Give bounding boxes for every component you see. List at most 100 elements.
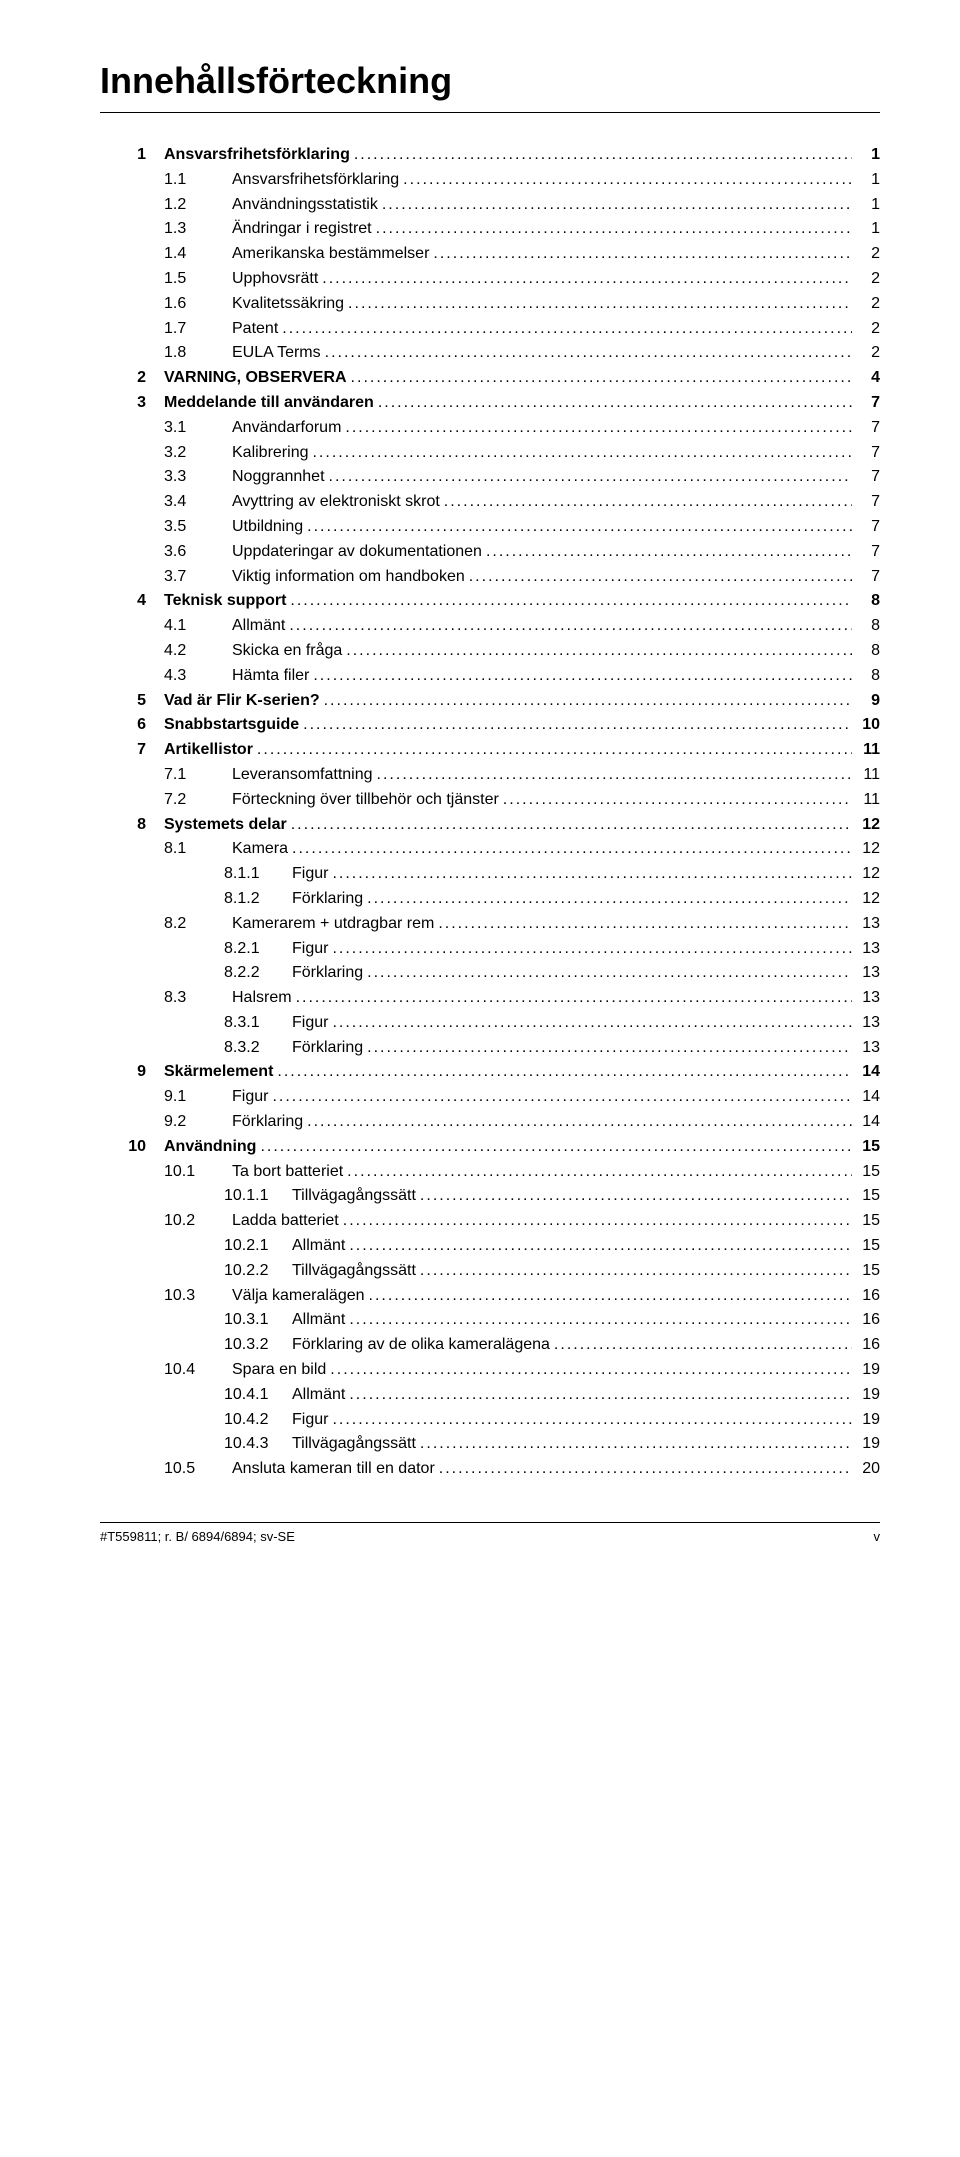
toc-label: Förklaring [232,1110,303,1135]
toc-row: 8.1.2Förklaring12 [100,887,880,912]
toc-label: Användarforum [232,416,341,441]
toc-leader-dots [330,1358,852,1383]
toc-label: Allmänt [292,1308,345,1333]
toc-row: 8Systemets delar12 [100,813,880,838]
toc-row: 10.4Spara en bild19 [100,1358,880,1383]
toc-page-number: 7 [856,391,880,416]
toc-leader-dots [324,689,852,714]
toc-leader-dots [332,1011,852,1036]
toc-leader-dots [346,639,852,664]
toc-leader-dots [332,937,852,962]
toc-leader-dots [329,465,852,490]
toc-row: 10.3.1Allmänt16 [100,1308,880,1333]
toc-chapter-number: 10 [100,1135,164,1160]
toc-label: Uppdateringar av dokumentationen [232,540,482,565]
toc-page-number: 7 [856,490,880,515]
toc-row: 8.2.1Figur13 [100,937,880,962]
toc-page-number: 10 [856,713,880,738]
toc-leader-dots [332,862,852,887]
toc-label: Upphovsrätt [232,267,318,292]
toc-section-number: 3.2 [164,441,232,466]
toc-page-number: 14 [856,1060,880,1085]
toc-page-number: 14 [856,1085,880,1110]
toc-leader-dots [554,1333,852,1358]
toc-page-number: 12 [856,837,880,862]
toc-leader-dots [403,168,852,193]
toc-page-number: 19 [856,1358,880,1383]
toc-page-number: 16 [856,1308,880,1333]
toc-label: Ansvarsfrihetsförklaring [232,168,399,193]
toc-section-number: 4.2 [164,639,232,664]
toc-page-number: 2 [856,341,880,366]
toc-page-number: 1 [856,217,880,242]
toc-row: 4.2Skicka en fråga8 [100,639,880,664]
toc-leader-dots [322,267,852,292]
toc-row: 9.1Figur14 [100,1085,880,1110]
toc-label: Patent [232,317,278,342]
toc-page-number: 9 [856,689,880,714]
toc-row: 10Användning15 [100,1135,880,1160]
toc-row: 1.2Användningsstatistik1 [100,193,880,218]
footer-right: v [874,1529,881,1544]
toc-row: 1.1Ansvarsfrihetsförklaring1 [100,168,880,193]
toc-row: 10.3Välja kameralägen16 [100,1284,880,1309]
toc-subsection-number: 8.2.2 [224,961,292,986]
toc-row: 1.5Upphovsrätt2 [100,267,880,292]
toc-section-number: 9.1 [164,1085,232,1110]
toc-page-number: 7 [856,565,880,590]
toc-label: Avyttring av elektroniskt skrot [232,490,440,515]
toc-page-number: 12 [856,813,880,838]
toc-subsection-number: 10.4.1 [224,1383,292,1408]
toc-label: Förklaring av de olika kameralägena [292,1333,550,1358]
toc-page-number: 12 [856,862,880,887]
toc-row: 10.3.2Förklaring av de olika kameralägen… [100,1333,880,1358]
toc-row: 8.3.2Förklaring13 [100,1036,880,1061]
toc-row: 3.5Utbildning7 [100,515,880,540]
toc-row: 7.2Förteckning över tillbehör och tjänst… [100,788,880,813]
toc-section-number: 3.6 [164,540,232,565]
toc-row: 8.1.1Figur12 [100,862,880,887]
toc-label: Tillvägagångssätt [292,1259,416,1284]
toc-chapter-number: 4 [100,589,164,614]
toc-label: Vad är Flir K-serien? [164,689,320,714]
toc-subsection-number: 10.4.3 [224,1432,292,1457]
toc-section-number: 10.1 [164,1160,232,1185]
toc-page-number: 8 [856,639,880,664]
toc-page-number: 13 [856,912,880,937]
toc-row: 1.6Kvalitetssäkring2 [100,292,880,317]
toc-page-number: 13 [856,1011,880,1036]
toc-label: EULA Terms [232,341,321,366]
toc-subsection-number: 10.2.1 [224,1234,292,1259]
toc-leader-dots [382,193,852,218]
toc-leader-dots [438,912,852,937]
toc-subsection-number: 8.1.2 [224,887,292,912]
toc-page-number: 19 [856,1408,880,1433]
toc-label: Ändringar i registret [232,217,372,242]
toc-section-number: 8.1 [164,837,232,862]
toc-leader-dots [272,1085,852,1110]
toc-page-number: 15 [856,1184,880,1209]
toc-label: Meddelande till användaren [164,391,374,416]
toc-leader-dots [349,1383,852,1408]
toc-row: 10.1.1Tillvägagångssätt15 [100,1184,880,1209]
toc-page-number: 2 [856,292,880,317]
toc-label: Snabbstartsguide [164,713,299,738]
toc-section-number: 1.3 [164,217,232,242]
page-footer: #T559811; r. B/ 6894/6894; sv-SE v [100,1522,880,1544]
toc-leader-dots [282,317,852,342]
toc-section-number: 10.5 [164,1457,232,1482]
toc-leader-dots [486,540,852,565]
toc-page-number: 8 [856,614,880,639]
toc-chapter-number: 2 [100,366,164,391]
toc-section-number: 1.4 [164,242,232,267]
toc-label: Kalibrering [232,441,308,466]
toc-label: Kvalitetssäkring [232,292,344,317]
toc-leader-dots [332,1408,852,1433]
toc-page-number: 7 [856,416,880,441]
toc-subsection-number: 10.2.2 [224,1259,292,1284]
toc-leader-dots [312,441,852,466]
toc-leader-dots [347,1160,852,1185]
toc-section-number: 3.4 [164,490,232,515]
toc-page-number: 16 [856,1333,880,1358]
toc-label: Viktig information om handboken [232,565,465,590]
